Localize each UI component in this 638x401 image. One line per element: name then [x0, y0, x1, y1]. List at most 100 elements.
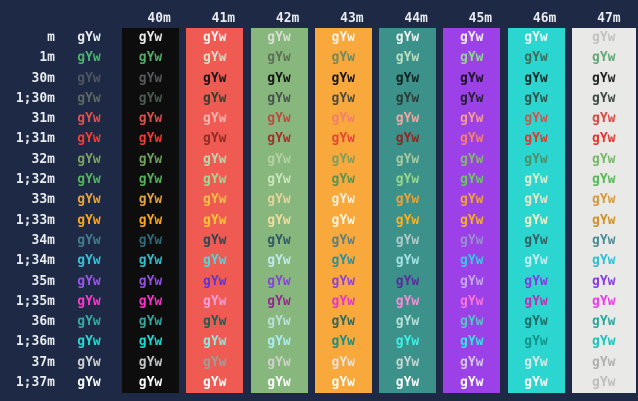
- terminal-cell-text: gYw: [250, 28, 308, 49]
- cell-colored-bg: gYw: [379, 190, 443, 211]
- terminal-cell-text: gYw: [122, 109, 179, 130]
- cell-colored-bg: gYw: [250, 251, 315, 272]
- terminal-cell-text: gYw: [379, 210, 436, 231]
- terminal-cell-text: gYw: [379, 312, 436, 333]
- terminal-cell-text: gYw: [507, 291, 565, 313]
- column-header-41m: 41m: [211, 11, 236, 26]
- cell-colored-bg: gYw: [314, 312, 379, 333]
- column-header-40m: 40m: [147, 11, 171, 26]
- terminal-cell-text: gYw: [443, 48, 501, 69]
- cell-colored-bg: gYw: [314, 291, 379, 313]
- terminal-cell-text: gYw: [379, 170, 436, 191]
- terminal-row: 1;34m gYw gYw gYw gYw gYw gYw gYw gYw gYw: [0, 251, 638, 272]
- cell-colored-bg: gYw: [250, 170, 315, 191]
- terminal-cell-text: gYw: [314, 170, 372, 191]
- cell-colored-bg: gYw: [379, 251, 443, 272]
- terminal-cell-text: gYw: [314, 88, 372, 110]
- cell-colored-bg: gYw: [122, 149, 186, 171]
- cell-colored-bg: gYw: [314, 88, 379, 110]
- row-label: m: [47, 30, 55, 45]
- terminal-cell-text: gYw: [250, 332, 308, 353]
- terminal-cell-text: gYw: [571, 230, 636, 252]
- terminal-cell-text: gYw: [186, 332, 244, 353]
- terminal-cell-text: gYw: [571, 129, 636, 150]
- terminal-cell-text: gYw: [571, 271, 636, 292]
- terminal-cell-text: gYw: [571, 312, 636, 333]
- cell-colored-bg: gYw: [186, 271, 250, 292]
- cell-colored-bg: gYw: [122, 251, 186, 272]
- terminal-cell-text: gYw: [507, 68, 565, 89]
- terminal-row: 31m gYw gYw gYw gYw gYw gYw gYw gYw gYw: [0, 109, 638, 130]
- terminal-cell-text: gYw: [314, 210, 372, 231]
- terminal-cell-text: gYw: [77, 172, 101, 188]
- terminal-cell-text: gYw: [186, 312, 244, 333]
- terminal-cell-text: gYw: [379, 129, 436, 150]
- terminal-cell-text: gYw: [186, 170, 244, 191]
- cell-colored-bg: gYw: [379, 271, 443, 292]
- terminal-cell-text: gYw: [443, 68, 501, 89]
- terminal-cell-text: gYw: [314, 28, 372, 49]
- cell-colored-bg: gYw: [379, 332, 443, 353]
- cell-colored-bg: gYw: [379, 109, 443, 130]
- cell-colored-bg: gYw: [379, 149, 443, 171]
- terminal-row: 34m gYw gYw gYw gYw gYw gYw gYw gYw gYw: [0, 230, 638, 252]
- cell-colored-bg: gYw: [443, 312, 507, 333]
- cell-colored-bg: gYw: [250, 271, 315, 292]
- terminal-cell-text: gYw: [77, 30, 101, 45]
- column-header-44m: 44m: [404, 11, 428, 26]
- terminal-cell-text: gYw: [571, 332, 636, 353]
- column-header-42m: 42m: [275, 11, 300, 26]
- cell-colored-bg: gYw: [122, 68, 186, 89]
- terminal-cell-text: gYw: [571, 210, 636, 231]
- terminal-cell-text: gYw: [571, 28, 636, 49]
- cell-colored-bg: gYw: [122, 210, 186, 231]
- cell-colored-bg: gYw: [186, 88, 250, 110]
- cell-colored-bg: gYw: [122, 28, 186, 49]
- terminal-rows: m gYw gYw gYw gYw gYw gYw gYw gYw gYw 1m gYw gYw gYw g…: [0, 28, 638, 394]
- cell-colored-bg: gYw: [379, 373, 443, 394]
- row-label: 1;37m: [15, 375, 55, 391]
- cell-colored-bg: gYw: [507, 291, 572, 313]
- terminal-cell-text: gYw: [379, 149, 436, 171]
- cell-colored-bg: gYw: [571, 332, 636, 353]
- cell-colored-bg: gYw: [314, 271, 379, 292]
- cell-colored-bg: gYw: [250, 291, 315, 313]
- terminal-cell-text: gYw: [443, 271, 501, 292]
- terminal-cell-text: gYw: [379, 230, 436, 252]
- cell-colored-bg: gYw: [507, 190, 572, 211]
- cell-colored-bg: gYw: [250, 129, 315, 150]
- terminal-cell-text: gYw: [571, 68, 636, 89]
- cell-colored-bg: gYw: [507, 170, 572, 191]
- terminal-cell-text: gYw: [77, 253, 101, 269]
- cell-colored-bg: gYw: [314, 210, 379, 231]
- row-label: 1;32m: [15, 172, 55, 188]
- terminal-cell-text: gYw: [250, 230, 308, 252]
- terminal-cell-text: gYw: [379, 48, 436, 69]
- terminal-cell-text: gYw: [443, 352, 501, 374]
- cell-colored-bg: gYw: [122, 170, 186, 191]
- cell-colored-bg: gYw: [122, 352, 186, 374]
- cell-colored-bg: gYw: [250, 48, 315, 69]
- cell-default-bg: gYw: [56, 150, 122, 170]
- row-label: 32m: [31, 151, 55, 167]
- terminal-cell-text: gYw: [186, 190, 244, 211]
- terminal-cell-text: gYw: [186, 48, 244, 69]
- terminal-cell-text: gYw: [507, 48, 565, 69]
- cell-colored-bg: gYw: [507, 68, 572, 89]
- terminal-row: 1;36m gYw gYw gYw gYw gYw gYw gYw gYw gYw: [0, 332, 638, 353]
- cell-colored-bg: gYw: [186, 210, 250, 231]
- row-label: 34m: [31, 232, 55, 248]
- terminal-cell-text: gYw: [314, 332, 372, 353]
- terminal-cell-text: gYw: [314, 129, 372, 150]
- terminal-row: 1m gYw gYw gYw gYw gYw gYw gYw gYw gYw: [0, 48, 638, 69]
- cell-colored-bg: gYw: [443, 88, 507, 110]
- cell-colored-bg: gYw: [443, 129, 507, 150]
- cell-colored-bg: gYw: [571, 129, 636, 150]
- terminal-cell-text: gYw: [186, 129, 244, 150]
- terminal-cell-text: gYw: [77, 314, 101, 330]
- terminal-cell-text: gYw: [77, 151, 101, 167]
- cell-colored-bg: gYw: [379, 88, 443, 110]
- cell-colored-bg: gYw: [250, 68, 315, 89]
- cell-colored-bg: gYw: [571, 28, 636, 49]
